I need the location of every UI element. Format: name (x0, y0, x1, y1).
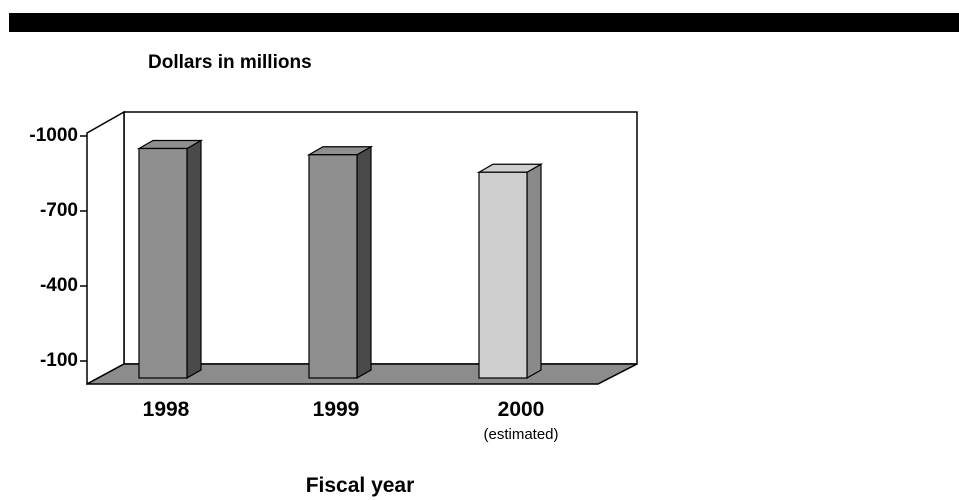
x-tick-label: 1998 (143, 398, 190, 421)
bar-side-face (356, 145, 372, 380)
bars (136, 139, 544, 380)
bar-1999 (306, 145, 374, 380)
y-tick-label: -700 (40, 200, 78, 221)
y-tick-label: -100 (40, 350, 78, 371)
x-tick-label: 1999 (313, 398, 360, 421)
y-tick-label: -1000 (29, 125, 78, 146)
bar-front-face (478, 171, 528, 379)
x-tick-sublabel: (estimated) (483, 426, 558, 443)
x-axis-label: Fiscal year (306, 474, 415, 497)
chart-title: Dollars in millions (148, 52, 312, 73)
x-axis: 1998 1999 2000 (estimated) (143, 398, 559, 443)
y-tick-label: -400 (40, 275, 78, 296)
x-tick-label: 2000 (498, 398, 545, 421)
bar-side-face (186, 139, 202, 380)
bar-front-face (308, 154, 358, 379)
left-wall (86, 110, 125, 386)
bar-side-face (526, 163, 542, 380)
bar-2000 (476, 163, 544, 380)
bar-front-face (138, 147, 188, 379)
y-axis: -1000 -700 -400 -100 (29, 125, 87, 371)
bar-1998 (136, 139, 204, 380)
header-rule (9, 13, 959, 32)
